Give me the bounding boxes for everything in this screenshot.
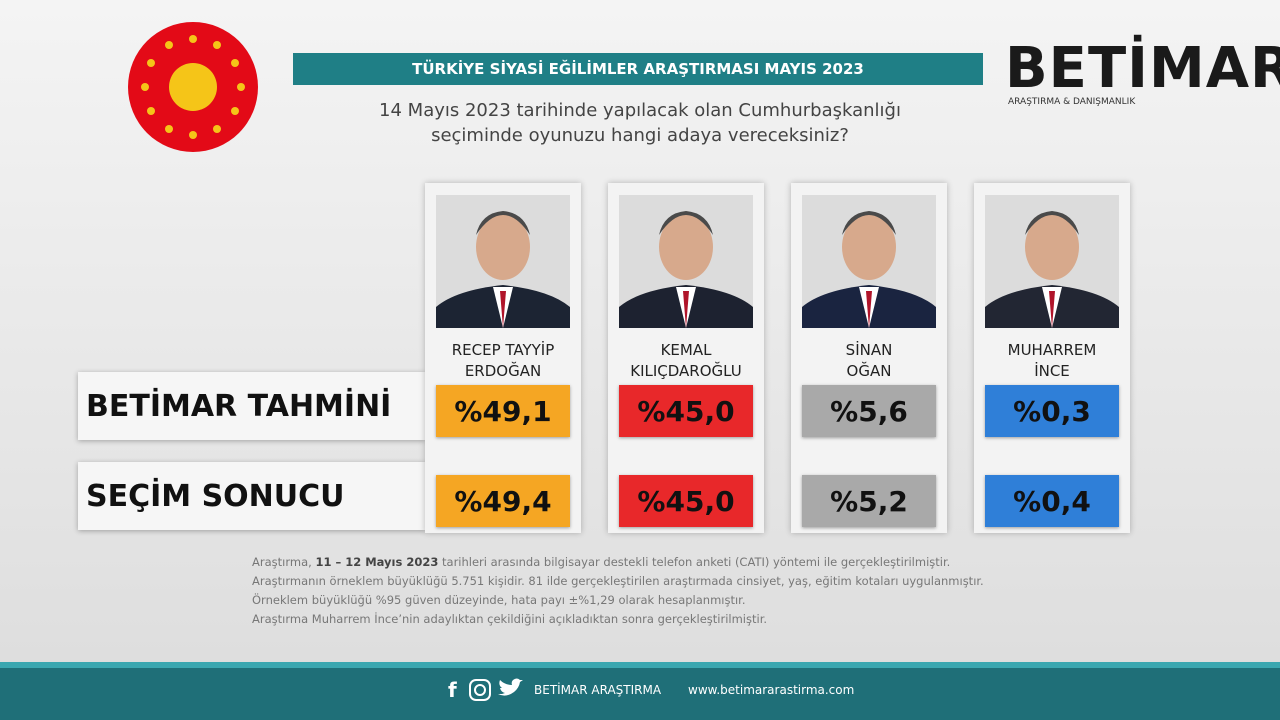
candidate-photo bbox=[436, 195, 570, 328]
result-value: %0,4 bbox=[985, 475, 1119, 527]
candidate-photo bbox=[985, 195, 1119, 328]
candidate-name: MUHARREM bbox=[1007, 341, 1097, 359]
note: Örneklem büyüklüğü %95 güven düzeyinde, … bbox=[252, 593, 746, 607]
note-text: Araştırma, bbox=[252, 555, 316, 569]
candidate-photo bbox=[619, 195, 753, 328]
note: Araştırmanın örneklem büyüklüğü 5.751 ki… bbox=[252, 574, 984, 588]
note-text: tarihleri arasında bilgisayar destekli t… bbox=[438, 555, 951, 569]
footer-line bbox=[0, 662, 1280, 668]
result-value: %5,2 bbox=[802, 475, 936, 527]
note-bold: 11 – 12 Mayıs 2023 bbox=[315, 555, 439, 569]
website[interactable]: www.betimararastirma.com bbox=[688, 683, 855, 697]
candidate-name: KEMAL bbox=[660, 341, 712, 359]
portrait bbox=[619, 211, 753, 328]
result-value: %45,0 bbox=[619, 475, 753, 527]
title: TÜRKİYE SİYASİ EĞİLİMLER ARAŞTIRMASI MAY… bbox=[293, 53, 983, 85]
emblem bbox=[128, 22, 258, 152]
candidate-name: KILIÇDAROĞLU bbox=[630, 362, 742, 380]
candidate-name: OĞAN bbox=[846, 362, 892, 380]
row-label: SEÇİM SONUCU bbox=[78, 462, 425, 530]
result-value: %5,6 bbox=[802, 385, 936, 437]
question: seçiminde oyunuzu hangi adaya vereceksin… bbox=[431, 125, 849, 146]
note: Araştırma Muharrem İnce’nin adaylıktan ç… bbox=[252, 612, 768, 626]
candidate-name: İNCE bbox=[1034, 362, 1070, 380]
note: Araştırma, 11 – 12 Mayıs 2023 tarihleri … bbox=[252, 555, 950, 569]
social-icons: f bbox=[448, 678, 523, 702]
candidate-photo bbox=[802, 195, 936, 328]
footer bbox=[0, 668, 1280, 720]
portrait bbox=[436, 211, 570, 328]
social-handle[interactable]: BETİMAR ARAŞTIRMA bbox=[534, 683, 662, 697]
result-value: %49,4 bbox=[436, 475, 570, 527]
row-label: BETİMAR TAHMİNİ bbox=[78, 372, 425, 440]
candidate-name: SİNAN bbox=[845, 341, 893, 359]
result-value: %45,0 bbox=[619, 385, 753, 437]
portrait bbox=[802, 211, 936, 328]
logo-tagline: ARAŞTIRMA & DANIŞMANLIK bbox=[1008, 97, 1136, 107]
candidate-name: RECEP TAYYİP bbox=[451, 341, 555, 359]
question: 14 Mayıs 2023 tarihinde yapılacak olan C… bbox=[379, 100, 901, 121]
svg-text:f: f bbox=[448, 678, 457, 702]
logo: BETİMAR bbox=[1005, 36, 1280, 101]
candidate-name: ERDOĞAN bbox=[464, 362, 542, 380]
result-value: %0,3 bbox=[985, 385, 1119, 437]
result-value: %49,1 bbox=[436, 385, 570, 437]
portrait bbox=[985, 211, 1119, 328]
